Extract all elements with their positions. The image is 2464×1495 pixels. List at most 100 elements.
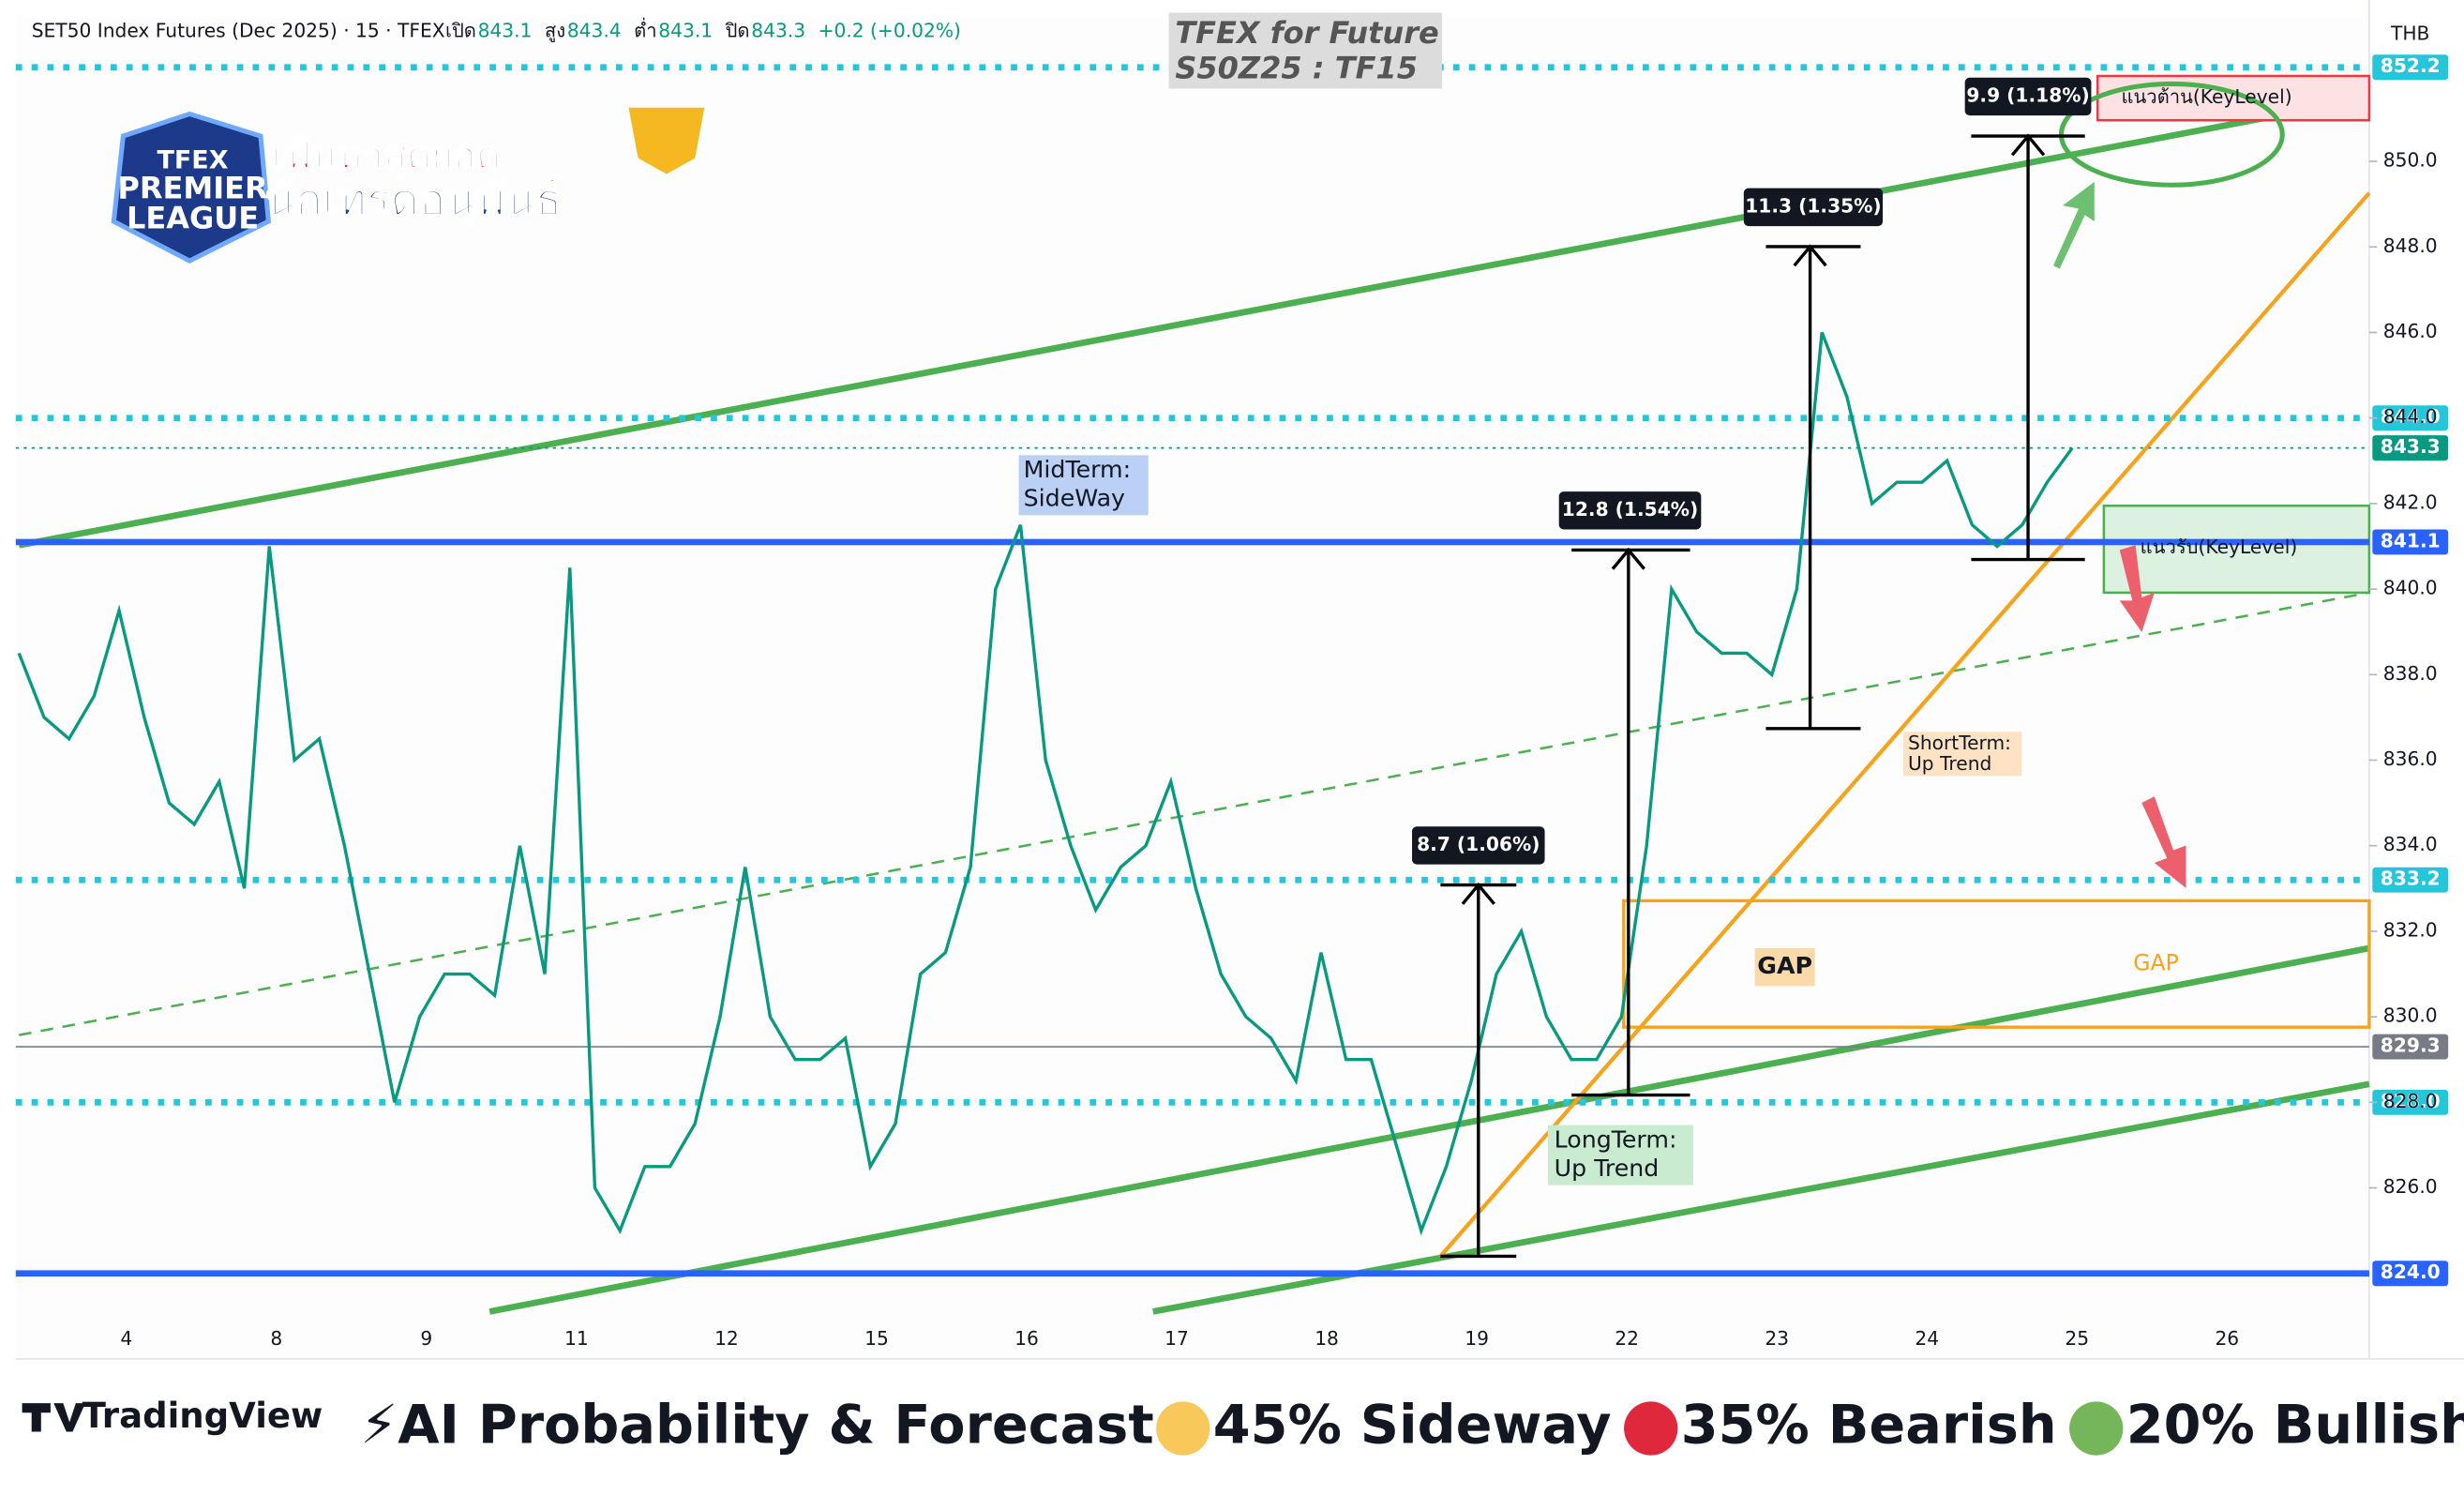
y-tick-label: 848.0 [2383, 234, 2438, 257]
chart-title: SET50 Index Futures (Dec 2025) · 15 · TF… [32, 19, 445, 41]
y-tick-label: 826.0 [2383, 1175, 2438, 1198]
x-tick-label: 9 [420, 1327, 432, 1350]
y-tick-label: 836.0 [2383, 748, 2438, 770]
annotation: GAP [2133, 949, 2179, 975]
x-tick-label: 4 [120, 1327, 132, 1350]
y-tick-label: 850.0 [2383, 149, 2438, 172]
trendline [488, 944, 2370, 1315]
logo-text: TFEX [158, 146, 229, 175]
y-tick-label: 838.0 [2383, 662, 2438, 685]
annotation: แนวรับ(KeyLevel) [2141, 536, 2298, 558]
annotation-box [1547, 1125, 1693, 1185]
watermark: TFEX for Future [1175, 15, 1438, 51]
annotation: MidTerm: [1024, 456, 1132, 483]
price-tag-label: 829.3 [2381, 1034, 2441, 1057]
price-line [17, 331, 2074, 1236]
forecast-title: ⚡AI Probability & Forecast : [360, 1394, 1194, 1457]
forecast-items: 45% Sideway 35% Bearish 20% Bullish [1156, 1394, 2464, 1457]
annotation: ShortTerm: [1908, 732, 2011, 754]
ohlc-label: สูง [545, 19, 565, 42]
annotation: Up Trend [1908, 752, 1991, 775]
y-tick-label: 832.0 [2383, 918, 2438, 941]
forecast-dot [2069, 1401, 2124, 1456]
logo-text: นักเทรดอนุพันธ์ [265, 174, 563, 227]
forecast-item: 35% Bearish [1681, 1394, 2057, 1457]
arrow [2053, 181, 2095, 269]
x-tick-label: 23 [1765, 1327, 1789, 1350]
price-tag-label: 828.0 [2381, 1090, 2441, 1112]
ohlc: เปิด 843.1 สูง 843.4 ต่ำ 843.1 ปิด 843.3 +0.2 (+… [445, 17, 961, 42]
x-tick-label: 18 [1315, 1327, 1339, 1350]
annotation: LongTerm: [1555, 1125, 1677, 1153]
price-tag [2372, 529, 2449, 555]
currency: THB [2390, 23, 2429, 45]
measure-arrows [1440, 133, 2085, 1259]
forecast-item: 45% Sideway [1213, 1394, 1612, 1457]
ohlc-label: ต่ำ [634, 17, 656, 41]
arrow [2141, 796, 2186, 888]
plot-area [15, 16, 2369, 1359]
annotation: Up Trend [1555, 1155, 1660, 1182]
ohlc-label: ปิด [724, 19, 749, 41]
forecast-item: 20% Bullish [2126, 1394, 2464, 1457]
arrow [2119, 545, 2155, 633]
y-tick-label: 828.0 [2383, 1090, 2438, 1112]
x-tick-label: 11 [564, 1327, 589, 1350]
annotation-box [1902, 732, 2022, 777]
logo: TFEX PREMIER LEAGUE เฟ้นหาสุดยอด นักเทรด… [111, 107, 705, 264]
support-zone [2102, 504, 2371, 595]
x-tick-label: 26 [2215, 1327, 2239, 1350]
levels: 852.2 844.0 843.3 841.1 833.2 829.3 828.0 824.0 [15, 54, 2449, 1287]
ohlc-label: เปิด [445, 19, 476, 41]
x-tick-label: 24 [1915, 1327, 1939, 1350]
gap-box [1622, 899, 2371, 1029]
x-tick-label: 16 [1014, 1327, 1039, 1350]
annotation-box [1754, 947, 1815, 987]
y-tick-label: 844.0 [2383, 405, 2438, 428]
footer: TradingView ⚡AI Probability & Forecast :… [22, 1394, 2464, 1457]
ticks: 826.0 828.0 830.0 832.0 834.0 836.0 838.0 840.0… [120, 149, 2437, 1351]
brand: TradingView [83, 1396, 323, 1436]
x-tick-label: 15 [864, 1327, 889, 1350]
price-tag [2372, 54, 2449, 81]
trendline [1438, 191, 2371, 1258]
price-tag-label: 833.2 [2381, 868, 2441, 890]
measure-label: 11.3 (1.35%) [1745, 194, 1881, 217]
watermark: S50Z25 : TF15 [1175, 50, 1418, 85]
price-tag [2372, 1034, 2449, 1060]
ohlc-change: +0.2 (+0.02%) [819, 19, 961, 41]
ohlc-value: 843.3 [751, 19, 805, 41]
measure-label: 9.9 (1.18%) [1966, 83, 2089, 106]
measure-label: 8.7 (1.06%) [1417, 833, 1540, 855]
y-tick-label: 834.0 [2383, 833, 2438, 855]
y-tick-label: 846.0 [2383, 320, 2438, 342]
logo-text: LEAGUE [127, 200, 259, 235]
price-tag [2372, 435, 2449, 461]
x-tick-label: 19 [1465, 1327, 1489, 1350]
price-tag-label: 852.2 [2381, 54, 2441, 77]
annotation: SideWay [1024, 485, 1125, 512]
x-tick-label: 17 [1164, 1327, 1189, 1350]
price-tag [2372, 405, 2449, 431]
price-tag-label: 841.1 [2381, 529, 2441, 551]
watermark-box [1168, 12, 1443, 89]
measure-label: 12.8 (1.54%) [1562, 498, 1698, 521]
trendline [18, 95, 2370, 549]
measure-labels: 8.7 (1.06%) 12.8 (1.54%) 11.3 (1.35%) 9.… [1412, 77, 2092, 865]
y-tick-label: 830.0 [2383, 1004, 2438, 1027]
x-tick-label: 8 [270, 1327, 282, 1350]
x-tick-label: 25 [2065, 1327, 2089, 1350]
price-tag [2372, 867, 2449, 893]
annotation: GAP [1757, 952, 1812, 979]
logo-text: เฟ้นหาสุดยอด [272, 133, 502, 180]
price-tag [2372, 1089, 2449, 1115]
x-tick-label: 12 [714, 1327, 739, 1350]
ohlc-value: 843.4 [567, 19, 622, 41]
trendline [18, 591, 2370, 1036]
price-tag [2372, 1261, 2449, 1287]
forecast-dot [1624, 1401, 1678, 1456]
y-tick-label: 842.0 [2383, 491, 2438, 513]
ohlc-value: 843.1 [658, 19, 713, 41]
